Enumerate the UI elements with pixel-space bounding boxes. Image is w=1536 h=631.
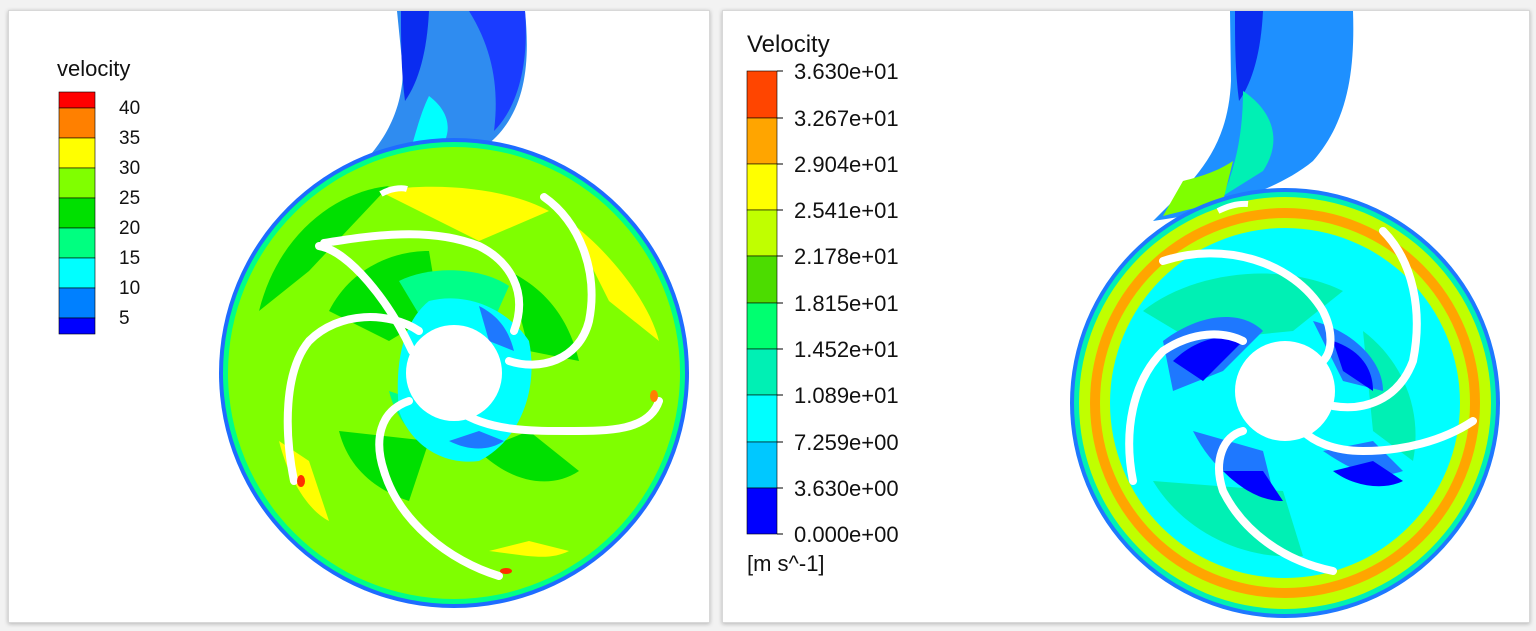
right-legend-label: 3.267e+01 <box>794 106 899 131</box>
left-legend-swatch <box>58 91 96 109</box>
right-legend-title: Velocity <box>747 31 830 58</box>
right-legend-swatch <box>746 302 778 350</box>
right-contour-plot <box>746 11 1500 618</box>
right-legend-swatch <box>746 348 778 396</box>
right-legend-swatch <box>746 394 778 443</box>
right-legend-swatch <box>746 209 778 257</box>
right-legend-label: 2.178e+01 <box>794 244 899 269</box>
left-legend-swatch <box>58 167 96 199</box>
right-legend-colorbar <box>746 70 778 535</box>
left-legend-label: 15 <box>119 248 141 269</box>
right-legend-swatch <box>746 163 778 211</box>
right-legend-label: 1.815e+01 <box>794 291 899 316</box>
left-legend-swatch <box>58 257 96 289</box>
right-legend-label: 7.259e+00 <box>794 430 899 455</box>
left-impeller-blades <box>283 193 663 580</box>
left-legend-title: velocity <box>57 56 131 81</box>
left-legend-swatch <box>58 287 96 319</box>
right-legend-label: 2.904e+01 <box>794 152 899 177</box>
right-legend-label: 0.000e+00 <box>794 522 899 547</box>
left-outlet-core <box>401 11 429 101</box>
right-legend-swatch <box>746 487 778 535</box>
right-legend-label: 1.089e+01 <box>794 383 899 408</box>
right-contour-panel: Velocity 3.630e+01 3.267e+01 2.904e+01 2… <box>722 10 1530 623</box>
right-legend-swatch <box>746 441 778 489</box>
left-legend-label: 10 <box>119 278 141 299</box>
left-legend-swatch <box>58 107 96 139</box>
right-legend-swatch <box>746 255 778 304</box>
left-legend-label: 20 <box>119 218 141 239</box>
left-impeller-hub <box>406 325 502 421</box>
right-legend-swatch <box>746 70 778 119</box>
left-legend-label: 30 <box>119 158 141 179</box>
left-legend-swatch <box>58 317 96 335</box>
left-legend-label: 35 <box>119 128 141 149</box>
right-legend-units: [m s^-1] <box>747 551 825 576</box>
right-impeller-blades <box>1125 227 1477 575</box>
right-legend-swatch <box>746 117 778 165</box>
right-legend-label: 3.630e+01 <box>794 59 899 84</box>
right-legend-label: 3.630e+00 <box>794 476 899 501</box>
left-legend-colorbar <box>58 91 96 335</box>
left-contour-panel: velocity 40 35 30 25 20 15 10 5 <box>8 10 710 623</box>
right-legend-label: 1.452e+01 <box>794 337 899 362</box>
left-legend-label: 25 <box>119 188 141 209</box>
left-legend-swatch <box>58 197 96 229</box>
left-legend-label: 5 <box>119 308 130 329</box>
left-legend-label: 40 <box>119 98 141 119</box>
right-impeller-hub <box>1235 341 1335 441</box>
left-legend-swatch <box>58 227 96 259</box>
left-legend-swatch <box>58 137 96 169</box>
left-contour-plot <box>58 11 689 608</box>
left-volute-outlet <box>309 11 527 211</box>
right-legend-label: 2.541e+01 <box>794 198 899 223</box>
